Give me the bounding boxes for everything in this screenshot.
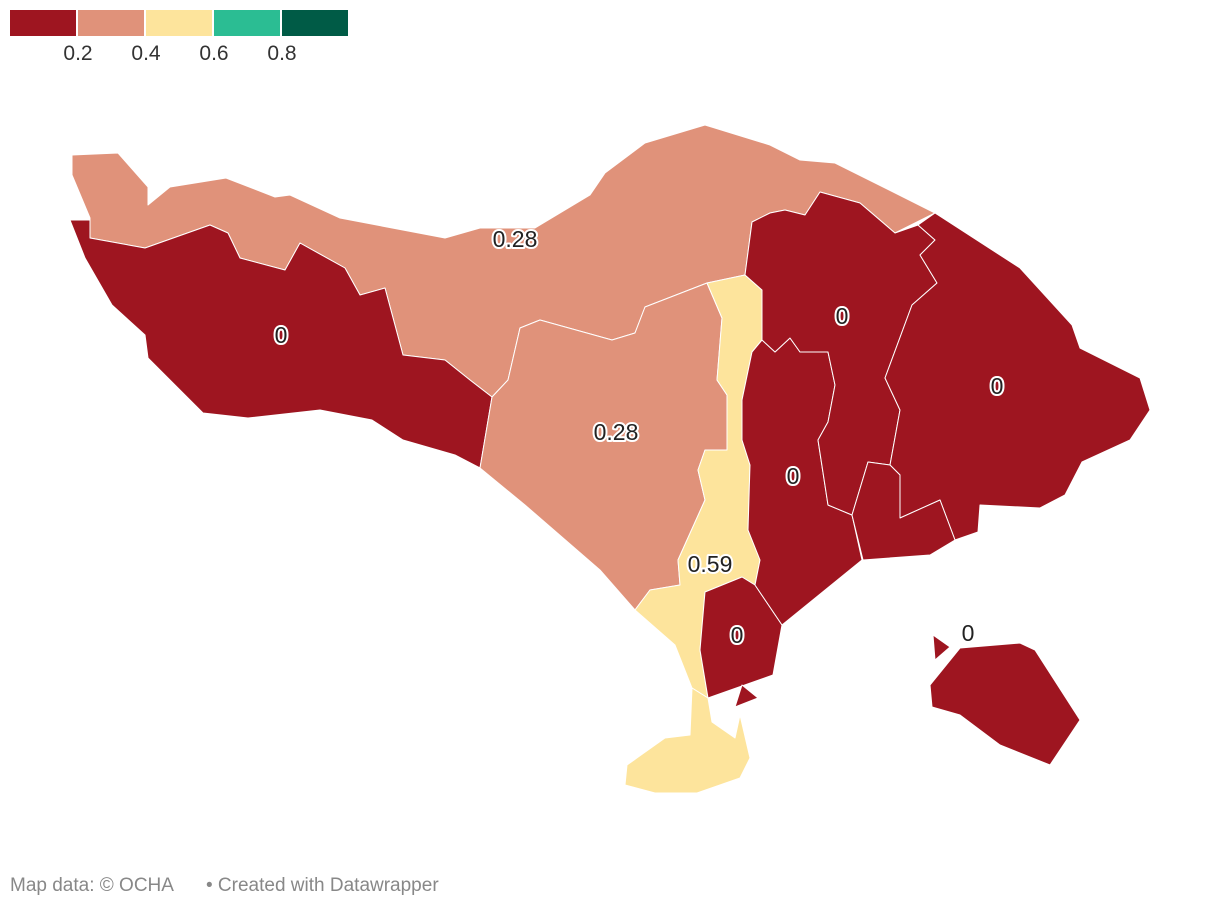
legend-swatch bbox=[10, 10, 76, 36]
region-denpasar-islet bbox=[734, 684, 759, 708]
region-nusa-islet bbox=[932, 634, 951, 661]
legend-tick-label: 0.4 bbox=[131, 42, 161, 65]
legend-swatch bbox=[78, 10, 144, 36]
legend: 0.2 0.4 0.6 0.8 bbox=[10, 10, 348, 65]
region-denpasar bbox=[699, 576, 783, 699]
region-karangasem bbox=[884, 212, 1151, 541]
legend-tick-label: 0.2 bbox=[63, 42, 92, 65]
region-label: 0 bbox=[962, 620, 975, 646]
legend-tick-label: 0.8 bbox=[267, 42, 296, 65]
region-nusa-penida bbox=[929, 642, 1081, 766]
region-jembrana bbox=[69, 219, 493, 469]
region-label: 0 bbox=[787, 463, 800, 489]
legend-swatch bbox=[214, 10, 280, 36]
region-klungkung bbox=[851, 461, 956, 561]
region-badung-south bbox=[624, 687, 751, 794]
legend-swatch bbox=[146, 10, 212, 36]
region-label: 0 bbox=[991, 373, 1004, 399]
region-label: 0 bbox=[275, 322, 288, 348]
region-label: 0.28 bbox=[493, 226, 538, 252]
region-label: 0.28 bbox=[594, 419, 639, 445]
footer-credit: • Created with Datawrapper bbox=[206, 875, 439, 896]
region-labels: 0.28 0 0.28 0.59 0 0 0 0 0 bbox=[273, 224, 1006, 650]
region-label: 0 bbox=[731, 622, 744, 648]
legend-swatch bbox=[282, 10, 348, 36]
region-label: 0 bbox=[836, 303, 849, 329]
legend-tick-label: 0.6 bbox=[199, 42, 228, 65]
footer-source: Map data: © OCHA bbox=[10, 875, 174, 896]
regions bbox=[69, 124, 1151, 794]
region-label: 0.59 bbox=[688, 551, 733, 577]
